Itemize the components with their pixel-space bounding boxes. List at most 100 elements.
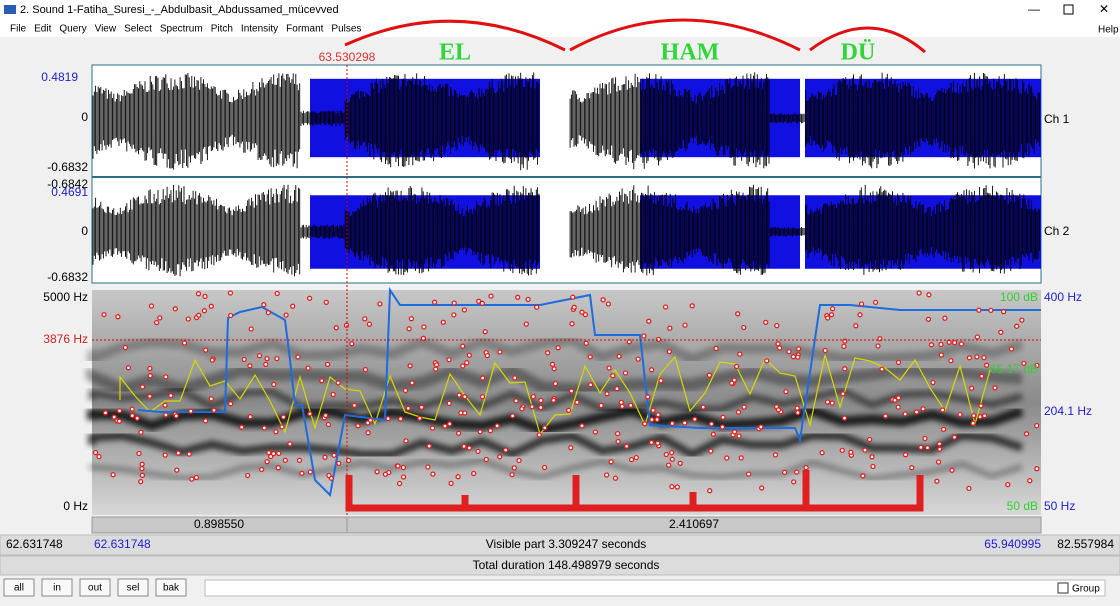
formant-dot [936,441,943,447]
menu: File Edit Query View Select Spectrum Pitch Inte… [10,24,361,35]
button-label[interactable]: out [88,583,102,594]
formant-dot [305,365,311,371]
formant-dot [669,456,675,462]
button-label[interactable]: all [14,583,24,594]
close[interactable]: ✕ [1099,2,1109,16]
formant-dot [487,428,494,434]
formant-dot [866,436,873,443]
group-checkbox[interactable] [1057,582,1069,594]
menu-item[interactable]: View [95,24,117,35]
formant-dot [129,412,135,419]
menu-item[interactable]: Pulses [331,24,361,35]
formant-dot [322,412,329,419]
formant-dot [209,357,215,363]
scrollbar[interactable] [204,579,1106,597]
formant-dot [306,295,313,301]
formant-dot [614,430,621,437]
formant-dot [351,402,358,409]
formant-dot [741,324,747,331]
formant-dot [377,301,383,307]
ch1-zero: 0 [81,110,88,124]
formant-dot [544,350,551,356]
formant-dot [494,423,500,429]
formant-dot [208,396,214,402]
formant-dot [674,484,680,490]
formant-dot [951,434,958,440]
wave-fill [310,78,345,158]
button-label[interactable]: bak [163,583,180,594]
menu-help[interactable]: Help [1098,25,1119,36]
spectrogram-content [86,286,1041,498]
formant-dot [981,354,987,361]
formant-dot [735,311,741,317]
formant-dot [971,412,977,419]
formant-dot [1000,309,1007,315]
formant-dot [536,432,542,438]
menu-item[interactable]: Query [59,24,86,35]
formant-dot [162,452,168,458]
formant-dot [247,414,253,420]
menu-item[interactable]: Edit [34,24,51,35]
formant-dot [405,405,411,411]
formant-dot [549,361,556,367]
minimize[interactable]: — [1028,2,1040,16]
formant-dot [720,414,726,420]
formant-dot [930,379,936,386]
menu-item[interactable]: Formant [286,24,323,35]
formant-dot [713,345,719,352]
formant-dot [433,366,439,372]
formant-dot [882,413,889,419]
formant-dot [649,416,655,423]
formant-dot [988,307,994,314]
formant-dot [261,425,267,431]
formant-dot [326,472,332,479]
channel-label[interactable]: Ch 2 [1044,224,1070,238]
formant-dot [940,426,947,433]
ch1-max: 0.4819 [41,70,78,84]
button[interactable] [41,578,73,597]
formant-dot [274,355,280,362]
formant-dot [707,488,713,494]
formant-dot [775,341,781,347]
button-label[interactable]: sel [127,583,140,594]
menu-item[interactable]: Select [124,24,152,35]
formant-dot [446,357,452,363]
button[interactable] [117,578,149,597]
formant-dot [895,395,902,401]
formant-dot [663,451,669,458]
formant-dot [264,355,270,362]
formant-dot [307,469,313,475]
visible-end: 65.940995 [984,537,1041,551]
menu-item[interactable]: Spectrum [160,24,203,35]
formant-dot [139,384,146,390]
menu-item[interactable]: Intensity [241,24,278,35]
menu-item[interactable]: File [10,24,27,35]
visible-bar[interactable] [0,534,1120,556]
formant-dot [598,402,604,409]
formant-dot [795,409,801,416]
formant-dot [323,299,329,306]
formant-dot [101,311,107,318]
maximize[interactable] [1063,4,1074,15]
formant-dot [976,307,982,313]
button-label[interactable]: in [53,583,61,594]
button[interactable] [155,578,187,597]
selection-right[interactable] [346,516,1042,534]
button[interactable] [79,578,111,597]
formant-dot [733,363,740,370]
formant-dot [764,358,770,364]
formant-dot [555,345,561,351]
formant-dot [902,452,909,458]
formant-dot [1019,317,1025,323]
formant-dot [870,463,876,470]
formant-dot [825,315,831,321]
total-bar[interactable] [0,555,1120,576]
formant-dot [139,465,145,472]
formant-dot [724,455,730,461]
formant-dot [336,460,342,467]
formant-dot [541,464,548,471]
channel-label[interactable]: Ch 1 [1044,112,1070,126]
button[interactable] [3,578,35,597]
freq-top: 5000 Hz [43,290,88,304]
menu-item[interactable]: Pitch [211,24,233,35]
